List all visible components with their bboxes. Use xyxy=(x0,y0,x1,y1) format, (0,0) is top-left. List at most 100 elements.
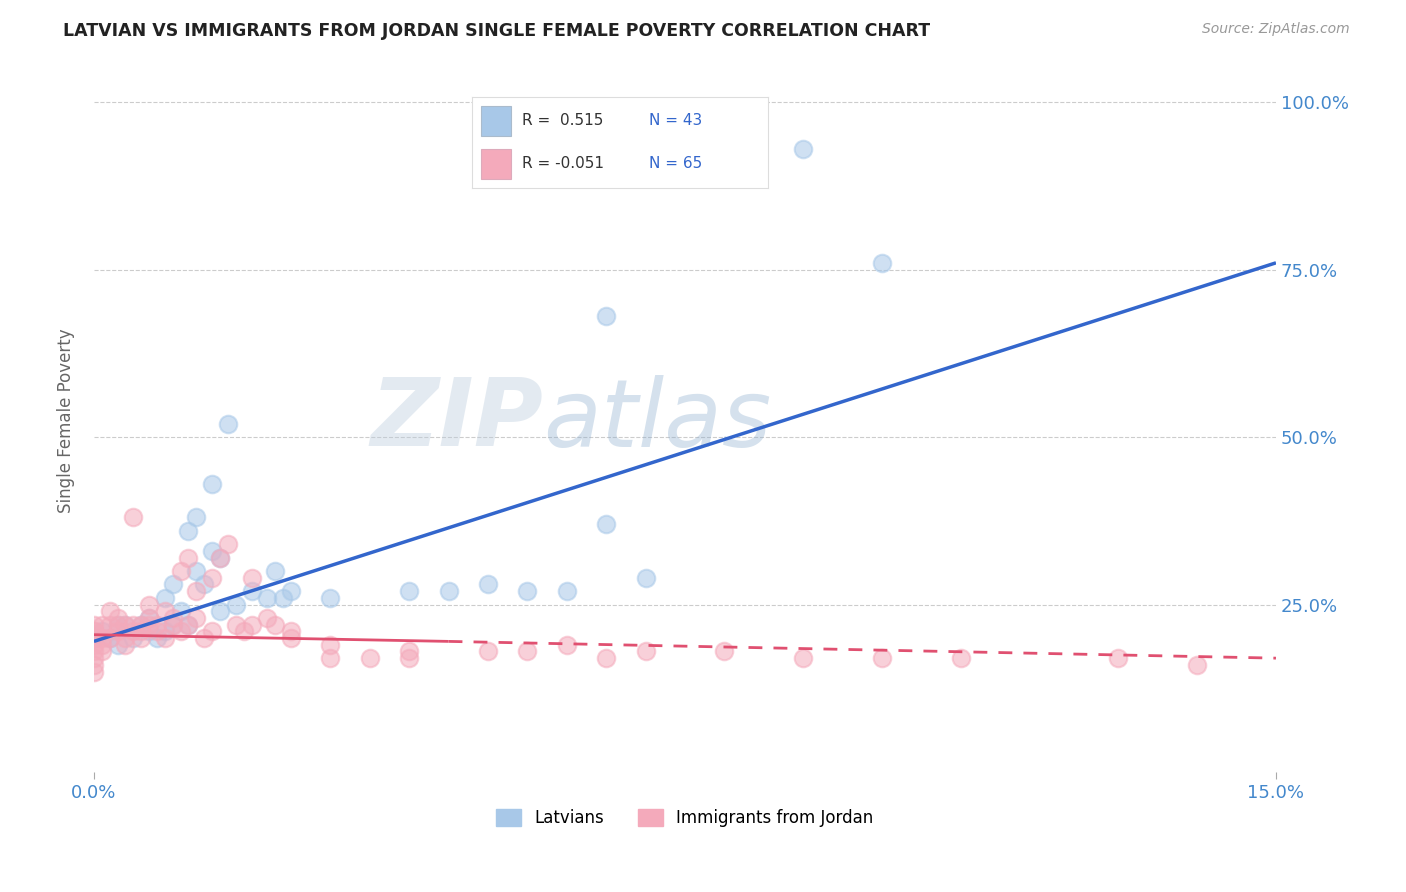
Point xyxy=(153,604,176,618)
Point xyxy=(138,611,160,625)
Point xyxy=(169,624,191,639)
Point xyxy=(98,631,121,645)
Point xyxy=(398,584,420,599)
Point xyxy=(217,417,239,431)
Point xyxy=(271,591,294,605)
Point xyxy=(398,644,420,658)
Point xyxy=(193,631,215,645)
Point xyxy=(870,651,893,665)
Point xyxy=(153,624,176,639)
Point xyxy=(555,584,578,599)
Point xyxy=(634,644,657,658)
Point xyxy=(319,638,342,652)
Point xyxy=(240,584,263,599)
Point xyxy=(186,584,208,599)
Point xyxy=(129,617,152,632)
Point xyxy=(138,598,160,612)
Y-axis label: Single Female Poverty: Single Female Poverty xyxy=(58,328,75,513)
Point xyxy=(122,617,145,632)
Point xyxy=(437,584,460,599)
Point xyxy=(146,624,169,639)
Point xyxy=(162,617,184,632)
Point xyxy=(319,591,342,605)
Point xyxy=(90,617,112,632)
Point xyxy=(256,611,278,625)
Point xyxy=(90,631,112,645)
Point xyxy=(359,651,381,665)
Point xyxy=(280,584,302,599)
Point xyxy=(122,624,145,639)
Point xyxy=(186,611,208,625)
Point xyxy=(186,564,208,578)
Point xyxy=(1107,651,1129,665)
Point xyxy=(83,657,105,672)
Point xyxy=(595,310,617,324)
Point xyxy=(83,665,105,679)
Point xyxy=(240,571,263,585)
Point xyxy=(477,577,499,591)
Point xyxy=(177,550,200,565)
Point xyxy=(555,638,578,652)
Point xyxy=(129,617,152,632)
Point xyxy=(792,142,814,156)
Point xyxy=(949,651,972,665)
Point xyxy=(169,564,191,578)
Point xyxy=(98,604,121,618)
Point xyxy=(114,617,136,632)
Point xyxy=(319,651,342,665)
Point xyxy=(1185,657,1208,672)
Point xyxy=(792,651,814,665)
Point xyxy=(280,624,302,639)
Point xyxy=(201,571,224,585)
Point xyxy=(83,624,105,639)
Point xyxy=(595,517,617,532)
Point xyxy=(90,644,112,658)
Point xyxy=(153,591,176,605)
Point xyxy=(138,617,160,632)
Point xyxy=(98,631,121,645)
Point xyxy=(114,631,136,645)
Text: Source: ZipAtlas.com: Source: ZipAtlas.com xyxy=(1202,22,1350,37)
Point xyxy=(90,624,112,639)
Point xyxy=(264,564,287,578)
Point xyxy=(138,611,160,625)
Point xyxy=(870,256,893,270)
Point xyxy=(83,651,105,665)
Point xyxy=(90,638,112,652)
Point xyxy=(162,577,184,591)
Point xyxy=(240,617,263,632)
Point xyxy=(177,524,200,538)
Point xyxy=(208,550,231,565)
Point xyxy=(225,617,247,632)
Legend: Latvians, Immigrants from Jordan: Latvians, Immigrants from Jordan xyxy=(489,803,880,834)
Point xyxy=(146,617,169,632)
Point xyxy=(177,617,200,632)
Text: atlas: atlas xyxy=(543,375,772,466)
Point xyxy=(107,617,129,632)
Point xyxy=(186,510,208,524)
Point xyxy=(114,638,136,652)
Point xyxy=(107,638,129,652)
Point xyxy=(634,571,657,585)
Point xyxy=(516,644,538,658)
Point xyxy=(232,624,254,639)
Point xyxy=(217,537,239,551)
Point xyxy=(98,617,121,632)
Point xyxy=(280,631,302,645)
Point xyxy=(114,617,136,632)
Point xyxy=(122,631,145,645)
Point xyxy=(129,624,152,639)
Point xyxy=(83,644,105,658)
Point xyxy=(595,651,617,665)
Point xyxy=(208,604,231,618)
Point xyxy=(398,651,420,665)
Point xyxy=(256,591,278,605)
Point xyxy=(208,550,231,565)
Point xyxy=(153,631,176,645)
Point xyxy=(201,624,224,639)
Point xyxy=(107,611,129,625)
Point xyxy=(516,584,538,599)
Point xyxy=(83,638,105,652)
Point xyxy=(83,631,105,645)
Point xyxy=(177,617,200,632)
